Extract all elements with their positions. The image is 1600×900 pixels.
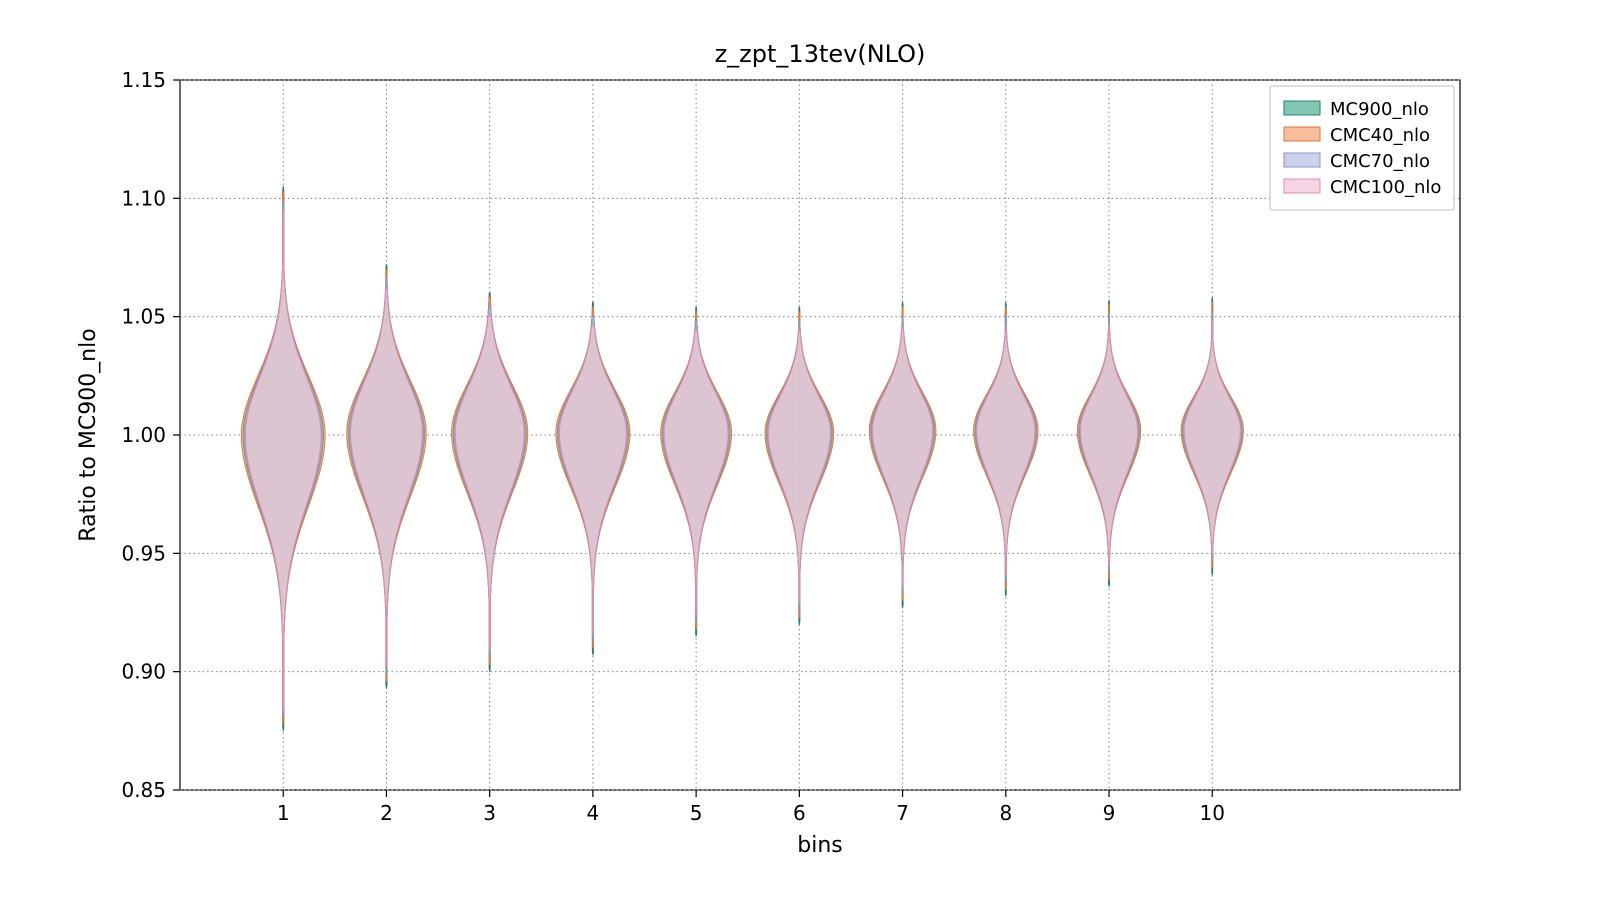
x-tick-label: 2 xyxy=(380,801,393,825)
x-axis-label: bins xyxy=(797,833,842,858)
y-tick-label: 1.00 xyxy=(121,423,166,447)
x-tick-label: 3 xyxy=(483,801,496,825)
x-tick-label: 7 xyxy=(896,801,909,825)
y-tick-label: 1.05 xyxy=(121,305,166,329)
x-tick-label: 8 xyxy=(999,801,1012,825)
legend: MC900_nlo CMC40_nlo CMC70_nlo CMC100_nlo xyxy=(1270,86,1454,210)
y-tick-label: 0.85 xyxy=(121,778,166,802)
x-tick-label: 1 xyxy=(277,801,290,825)
legend-label-CMC100_nlo: CMC100_nlo xyxy=(1330,177,1441,198)
legend-swatch-CMC70_nlo xyxy=(1284,153,1320,167)
y-tick-label: 0.90 xyxy=(121,660,166,684)
chart-title: z_zpt_13tev(NLO) xyxy=(715,40,926,68)
y-tick-label: 1.10 xyxy=(121,186,166,210)
legend-swatch-CMC40_nlo xyxy=(1284,127,1320,141)
x-tick-label: 6 xyxy=(793,801,806,825)
x-tick-label: 9 xyxy=(1103,801,1116,825)
x-tick-label: 10 xyxy=(1200,801,1225,825)
violin-chart: 1 2 3 4 5 6 7 8 9 10 0.85 0.90 0.95 1.00 1.05 1.10 1.15 b… xyxy=(0,0,1600,900)
legend-label-CMC40_nlo: CMC40_nlo xyxy=(1330,125,1430,146)
legend-label-CMC70_nlo: CMC70_nlo xyxy=(1330,151,1430,172)
legend-swatch-MC900_nlo xyxy=(1284,101,1320,115)
chart-svg: 1 2 3 4 5 6 7 8 9 10 0.85 0.90 0.95 1.00 1.05 1.10 1.15 b… xyxy=(0,0,1600,900)
legend-label-MC900_nlo: MC900_nlo xyxy=(1330,99,1429,120)
x-tick-label: 4 xyxy=(587,801,600,825)
y-tick-label: 0.95 xyxy=(121,541,166,565)
y-tick-label: 1.15 xyxy=(121,68,166,92)
legend-swatch-CMC100_nlo xyxy=(1284,179,1320,193)
y-axis-label: Ratio to MC900_nlo xyxy=(76,328,101,541)
x-tick-label: 5 xyxy=(690,801,703,825)
